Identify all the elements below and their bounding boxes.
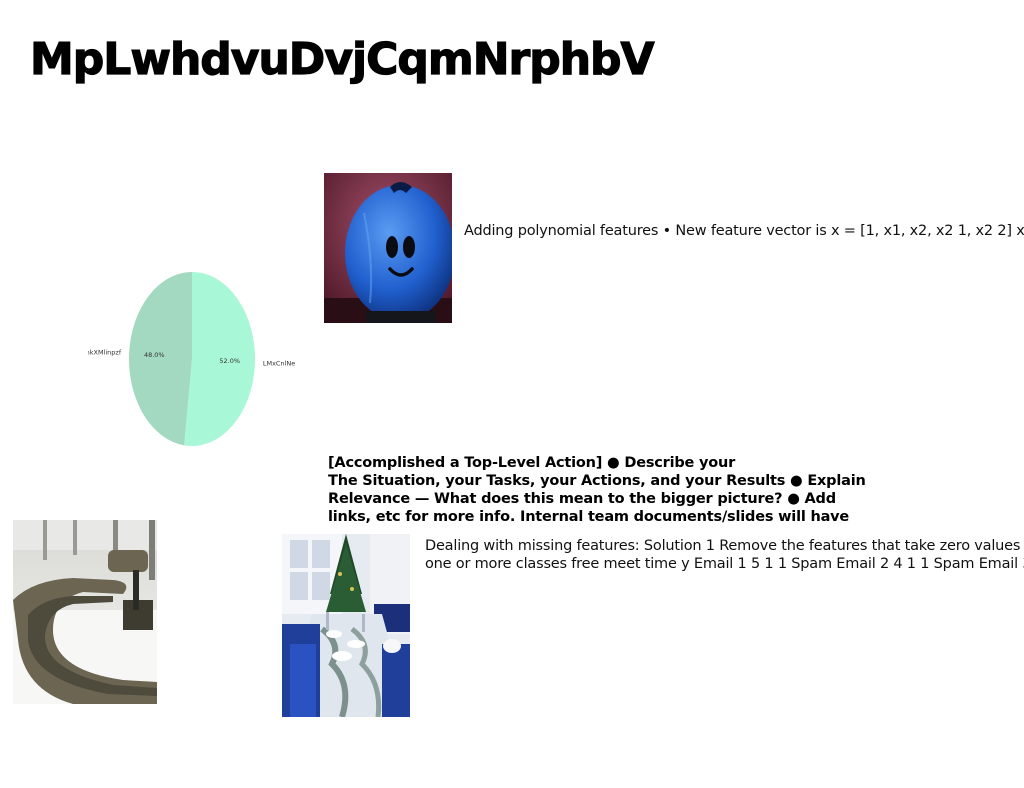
pie-slice-LMxCnlNe: [184, 272, 255, 446]
missing-features-line: one or more classes free meet time y Ema…: [425, 556, 1024, 572]
lounge-interior-image: [13, 520, 157, 704]
pie-category-label: LMxCnlNe: [263, 359, 295, 367]
blueberry-character-image: [324, 173, 452, 323]
star-line: links, etc for more info. Internal team …: [328, 509, 850, 525]
christmas-table-image: [282, 534, 410, 717]
page-title: MpLwhdvuDvjCqmNrphbV: [29, 33, 655, 85]
star-line: Relevance — What does this mean to the b…: [328, 491, 836, 507]
pie-category-label: nkXMlinpzf: [88, 349, 122, 357]
pie-value-label: 52.0%: [219, 357, 240, 365]
star-line: The Situation, your Tasks, your Actions,…: [328, 473, 866, 489]
missing-features-line: Dealing with missing features: Solution …: [425, 538, 1021, 554]
polynomial-features-text: Adding polynomial features • New feature…: [464, 223, 1024, 239]
pie-value-label: 48.0%: [144, 351, 165, 359]
star-line: [Accomplished a Top-Level Action] ● Desc…: [328, 455, 736, 471]
missing-features-text: Dealing with missing features: Solution …: [425, 537, 1024, 573]
pie-slice-nkXMlinpzf: [128, 272, 192, 446]
pie-chart-svg: 52.0% LMxCnlNe 48.0% nkXMlinpzf: [88, 272, 295, 446]
pie-chart: 52.0% LMxCnlNe 48.0% nkXMlinpzf: [88, 268, 298, 450]
star-method-text: [Accomplished a Top-Level Action] ● Desc…: [328, 454, 888, 526]
